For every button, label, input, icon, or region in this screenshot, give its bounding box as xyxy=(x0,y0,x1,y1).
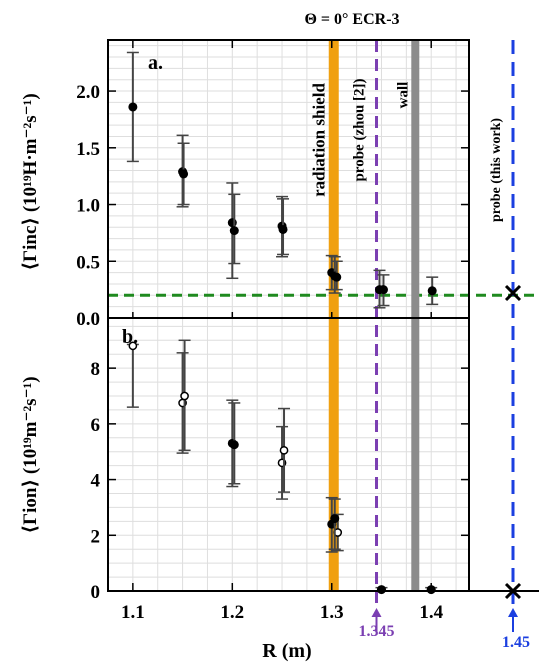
data-point xyxy=(278,407,291,493)
panel-a-background xyxy=(108,40,469,318)
vertical-markers: radiation shield 1.345 probe (zhou [2]) wal… xyxy=(310,40,420,640)
filled-circle-marker xyxy=(278,224,288,234)
panel-b-label: b. xyxy=(122,326,138,348)
outside-probe-arrow-head xyxy=(508,608,518,617)
x-tick-label: 1.1 xyxy=(121,602,145,623)
probe-zhou-label: probe (zhou [2]) xyxy=(352,78,368,181)
data-point xyxy=(177,142,190,206)
open-circle-marker xyxy=(128,341,138,351)
y-tick-label-b: 4 xyxy=(91,471,101,492)
y-tick-label-a: 1.0 xyxy=(76,196,100,217)
x-tick-label: 1.2 xyxy=(220,602,244,623)
panel-a-points xyxy=(126,51,439,309)
filled-circle-marker xyxy=(179,169,189,179)
filled-circle-marker xyxy=(332,272,342,282)
probe-zhou-arrow-head xyxy=(371,608,382,617)
y-tick-label-b: 0 xyxy=(91,582,101,603)
data-point xyxy=(178,339,191,452)
filled-circle-marker xyxy=(128,102,138,112)
probe-zhou-value-label: 1.345 xyxy=(359,623,395,640)
chart-title: Θ = 0° ECR-3 xyxy=(304,11,399,28)
data-point xyxy=(228,193,241,265)
panel-b-frame xyxy=(107,317,470,592)
filled-circle-marker xyxy=(330,514,340,524)
filled-circle-marker xyxy=(378,285,388,295)
panel-b-grid xyxy=(108,318,469,591)
data-point xyxy=(228,402,241,485)
y-tick-label-a: 0.0 xyxy=(76,309,100,330)
wall-label: wall xyxy=(395,82,411,109)
x-axis-label: R (m) xyxy=(262,640,311,662)
radiation-shield-band xyxy=(328,40,339,591)
data-point xyxy=(330,260,343,291)
panel-b-background xyxy=(108,318,469,591)
data-point xyxy=(277,198,290,256)
open-circle-marker xyxy=(180,391,189,401)
panel-a xyxy=(108,40,539,318)
filled-circle-marker xyxy=(227,218,237,228)
y-tick-label-b: 8 xyxy=(91,359,101,380)
axis-ticks: 0.0 0.5 1.0 1.5 2.0 0 2 4 6 8 1.1 1.2 1.3 1.4 xyxy=(76,40,469,623)
data-point xyxy=(126,341,139,408)
y-tick-label-b: 6 xyxy=(91,415,101,436)
y-tick-label-a: 2.0 xyxy=(76,82,100,103)
panel-a-ylabel: ⟨Γinc⟩ (10¹⁹H·m⁻²s⁻¹) xyxy=(20,93,41,270)
data-point xyxy=(126,51,139,163)
wall-band xyxy=(411,40,420,591)
outside-probe-marker-a xyxy=(504,284,522,302)
panel-b xyxy=(108,318,469,591)
filled-circle-marker xyxy=(229,440,239,450)
x-tick-label: 1.4 xyxy=(419,602,443,623)
x-tick-label: 1.3 xyxy=(320,602,344,623)
panel-b-ylabel: ⟨Γion⟩ (10¹⁹m⁻²s⁻¹) xyxy=(20,376,41,533)
data-point xyxy=(426,276,439,306)
y-tick-label-b: 2 xyxy=(91,526,101,547)
y-tick-label-a: 0.5 xyxy=(76,252,100,273)
filled-circle-marker xyxy=(229,226,239,236)
outside-probe-label: probe (this work) xyxy=(489,118,504,222)
radiation-shield-label: radiation shield xyxy=(310,83,329,197)
filled-circle-marker xyxy=(427,286,437,296)
y-tick-label-a: 1.5 xyxy=(76,139,100,160)
panel-a-label: a. xyxy=(148,52,163,74)
outside-probe-marker-b xyxy=(504,582,522,600)
data-point xyxy=(377,274,390,307)
open-circle-marker xyxy=(279,445,289,455)
outside-probe-value-label: 1.45 xyxy=(502,634,530,651)
filled-circle-marker xyxy=(376,585,386,595)
data-point xyxy=(328,498,341,550)
panel-b-points xyxy=(126,339,438,595)
